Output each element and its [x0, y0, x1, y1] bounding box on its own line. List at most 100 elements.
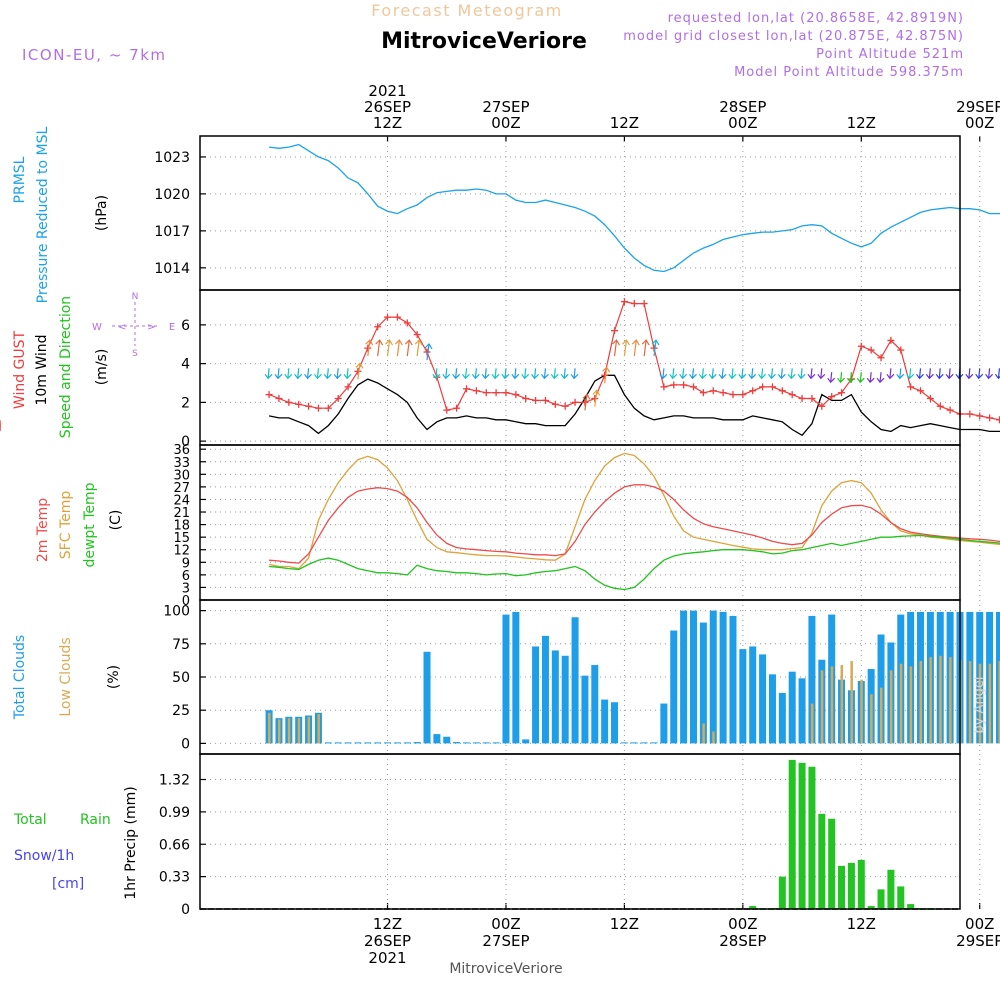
gust-marker — [808, 395, 816, 402]
total-clouds-bar — [620, 742, 628, 744]
precip-bar — [818, 813, 826, 909]
bottom-time-label: 2021 — [368, 949, 406, 967]
clouds-tick-label: 50 — [172, 670, 190, 686]
wind-direction-arrow — [767, 368, 776, 380]
point-altitude: Point Altitude 521m — [816, 47, 964, 62]
total-clouds-bar — [709, 610, 717, 744]
gust-marker — [640, 300, 648, 308]
gust-marker — [690, 383, 697, 391]
gust-marker — [660, 383, 668, 391]
wind-direction-arrow — [965, 368, 974, 380]
precip-bar — [847, 862, 855, 909]
top-time-label: 26SEP — [364, 98, 411, 116]
wind-direction-arrow — [511, 368, 520, 380]
low-clouds-bar — [939, 655, 942, 744]
gust-marker — [453, 404, 461, 412]
gust-marker — [265, 391, 273, 399]
gust-marker — [541, 396, 549, 404]
clouds-tick-label: 75 — [172, 637, 190, 653]
gust-marker — [966, 410, 974, 418]
wind-direction-arrow — [708, 368, 717, 380]
temp-panel-labels: 2m Temp SFC Temp dewpt Temp (C) — [35, 482, 124, 567]
model-label: ICON-EU, ~ 7km — [22, 46, 167, 64]
bottom-time-label: 27SEP — [482, 932, 529, 950]
gust-marker — [778, 387, 786, 395]
gust-marker — [907, 383, 915, 391]
gust-marker — [828, 393, 836, 401]
wind-direction-arrow — [452, 368, 461, 380]
gust-marker — [423, 348, 431, 356]
top-time-label: 12Z — [847, 114, 876, 132]
total-clouds-bar — [660, 703, 668, 744]
gust-marker — [522, 395, 530, 402]
total-clouds-bar — [541, 635, 549, 744]
low-clouds-bar — [820, 670, 824, 744]
total-clouds-bar — [551, 650, 559, 744]
wind-direction-arrow — [394, 339, 403, 357]
wind-gust-line — [268, 300, 1000, 421]
wind-direction-arrow — [906, 368, 915, 380]
gust-marker — [344, 383, 352, 391]
total-clouds-bar — [433, 734, 441, 744]
low-clouds-bar — [889, 670, 893, 744]
temp-tick-label: 24 — [173, 493, 190, 508]
gust-marker — [926, 395, 934, 402]
pressure-tick-label: 1020 — [154, 187, 190, 203]
wind-direction-arrow — [304, 368, 312, 380]
station-title: MitroviceVeriore — [381, 29, 587, 54]
temp-tick-label: 18 — [173, 519, 190, 534]
low-clouds-bar — [840, 665, 844, 744]
gust-marker — [917, 387, 925, 395]
low-clouds-bar — [860, 679, 863, 744]
wind-direction-arrow — [807, 368, 816, 380]
header: Forecast Meteogram MitroviceVeriore ICON… — [22, 1, 964, 80]
precip-bar — [788, 759, 796, 909]
low-clouds-bar — [998, 661, 1000, 744]
wind-direction-arrow — [343, 368, 352, 380]
total-clouds-bar — [650, 742, 658, 744]
wind-direction-arrow — [856, 372, 865, 384]
low-clouds-bar — [909, 666, 913, 744]
total-clouds-bar — [739, 649, 747, 744]
top-time-label: 27SEP — [482, 98, 529, 116]
gust-marker — [838, 389, 846, 397]
gust-marker — [502, 389, 510, 397]
wind-direction-arrow — [264, 368, 273, 380]
low-clouds-bar — [307, 716, 311, 744]
temp-tick-label: 6 — [182, 569, 190, 584]
wind-direction-arrow — [817, 368, 826, 380]
wind-direction-arrow — [442, 368, 451, 380]
precip-bar — [778, 876, 786, 909]
wind-frame — [199, 289, 961, 446]
watermark: by Angel — [972, 676, 987, 733]
temp-tick-label: 27 — [173, 481, 190, 496]
low-clouds-bar — [850, 661, 853, 744]
wind-direction-arrow — [432, 368, 441, 380]
wind-direction-arrow — [414, 339, 423, 357]
gust-marker — [443, 406, 451, 414]
wind-direction-arrow — [550, 368, 559, 380]
precip-panel: 0 0.33 0.66 0.99 1.32 — [159, 754, 981, 918]
gust-marker — [413, 331, 421, 339]
top-time-label: 29SEP — [956, 98, 1000, 116]
gust-marker — [551, 400, 559, 408]
total-clouds-bar — [788, 671, 796, 744]
bottom-time-label: 29SEP — [956, 932, 1000, 950]
gust-marker — [611, 327, 619, 335]
wind-direction-arrow — [837, 372, 845, 384]
clouds-tick-label: 25 — [172, 703, 190, 719]
top-time-label: 2021 — [368, 82, 406, 100]
gust-marker — [650, 344, 658, 352]
compass-south: S — [132, 349, 138, 359]
temp-tick-label: 3 — [182, 581, 190, 596]
gust-marker — [630, 300, 638, 308]
ten-m-wind-label: 10m Wind — [34, 334, 50, 405]
gust-marker — [384, 313, 392, 321]
wind-direction-arrow — [985, 368, 994, 380]
gust-marker — [867, 346, 875, 354]
wind-direction-arrow — [560, 368, 569, 380]
total-clouds-bar — [522, 739, 530, 744]
gust-marker — [986, 414, 994, 422]
gust-marker — [670, 381, 678, 389]
